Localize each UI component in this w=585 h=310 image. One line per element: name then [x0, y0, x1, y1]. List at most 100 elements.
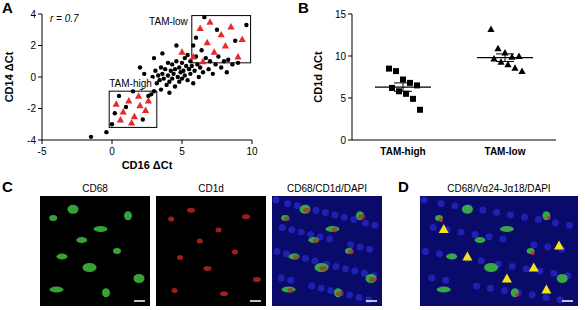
- data-point: [239, 36, 246, 42]
- data-point: [128, 119, 135, 125]
- cell: [437, 287, 451, 293]
- data-point: [191, 43, 195, 47]
- data-point: [142, 72, 146, 76]
- data-point: [201, 70, 205, 74]
- data-point: [192, 69, 196, 73]
- y-tick-label: 0: [30, 72, 36, 83]
- nucleus: [438, 200, 445, 207]
- data-point: [117, 94, 121, 98]
- error-bar-cap: [394, 82, 412, 83]
- cell: [557, 274, 568, 283]
- cell: [326, 226, 340, 232]
- nucleus: [371, 222, 378, 229]
- cell: [531, 251, 535, 255]
- x-tick: [42, 140, 43, 144]
- cell: [348, 250, 354, 255]
- selection-box: [109, 91, 157, 127]
- x-tick: [252, 140, 253, 144]
- cell: [500, 226, 514, 232]
- cell: [435, 215, 443, 221]
- nucleus: [529, 292, 536, 299]
- error-bar-cap: [496, 61, 514, 62]
- data-point: [166, 61, 170, 65]
- data-point: [190, 53, 197, 59]
- data-point: [202, 15, 206, 19]
- plot-area: [89, 15, 251, 139]
- cell: [511, 288, 519, 297]
- data-point: [197, 75, 201, 79]
- nucleus: [535, 216, 542, 223]
- nucleus: [294, 202, 301, 209]
- y-tick: [38, 45, 42, 46]
- cell: [446, 254, 457, 260]
- data-point: [199, 58, 206, 64]
- data-point: [173, 84, 177, 88]
- nucleus: [327, 287, 334, 294]
- cell: [76, 237, 87, 243]
- cell: [83, 263, 97, 272]
- nucleus: [499, 235, 506, 242]
- nucleus: [331, 211, 338, 218]
- data-point: [219, 65, 223, 69]
- data-point: [160, 51, 164, 55]
- x-axis: [352, 140, 556, 141]
- y-axis: [352, 14, 353, 140]
- nucleus: [485, 233, 492, 240]
- nucleus: [308, 282, 315, 289]
- image-ground: [420, 196, 578, 306]
- data-point: [181, 69, 185, 73]
- nucleus: [501, 287, 508, 294]
- nucleus: [436, 250, 443, 257]
- y-tick: [38, 77, 42, 78]
- data-point: [141, 117, 145, 121]
- data-point: [410, 96, 416, 102]
- nucleus: [318, 285, 325, 292]
- micrograph: [420, 196, 578, 306]
- figure: A-50510-4-2024CD16 ΔCtCD14 ΔCtr = 0.7TAM…: [0, 0, 585, 310]
- nucleus: [356, 294, 363, 301]
- data-point: [393, 68, 399, 74]
- cell: [515, 293, 519, 297]
- nucleus: [509, 263, 516, 270]
- data-point: [113, 100, 120, 106]
- nucleus: [362, 219, 369, 226]
- error-bar-stem: [505, 54, 506, 62]
- data-point: [135, 92, 142, 98]
- error-bar: [496, 54, 514, 62]
- micrograph: [40, 196, 150, 306]
- data-point: [180, 61, 184, 65]
- cell: [527, 248, 535, 254]
- cell: [293, 255, 299, 260]
- nucleus: [312, 207, 319, 214]
- data-point: [215, 28, 219, 32]
- nucleus: [442, 277, 449, 284]
- nucleus: [351, 268, 358, 275]
- data-point: [199, 48, 203, 52]
- nucleus: [507, 211, 514, 218]
- cell: [303, 208, 311, 213]
- x-axis: [42, 140, 252, 141]
- scale-bar: [250, 300, 261, 302]
- data-point: [171, 72, 175, 76]
- data-point: [389, 85, 395, 91]
- data-point: [230, 62, 234, 66]
- data-point: [174, 59, 178, 63]
- image-ground: [156, 196, 266, 306]
- y-tick-label: 4: [30, 9, 36, 20]
- data-point: [208, 59, 212, 63]
- y-tick-label: 10: [335, 51, 347, 62]
- nucleus: [284, 200, 291, 207]
- data-point: [177, 65, 181, 69]
- data-point: [167, 91, 171, 95]
- cell: [113, 248, 121, 254]
- box-label: TAM-high: [109, 78, 152, 89]
- nucleus: [428, 274, 435, 281]
- data-point: [159, 65, 163, 69]
- data-point: [113, 111, 117, 115]
- nucleus: [298, 229, 305, 236]
- x-tick-label: 10: [246, 146, 258, 157]
- image-title: CD68/Vα24-Jα18/DAPI: [447, 183, 550, 194]
- data-point: [188, 72, 192, 76]
- data-point: [174, 43, 178, 47]
- cell: [282, 287, 296, 293]
